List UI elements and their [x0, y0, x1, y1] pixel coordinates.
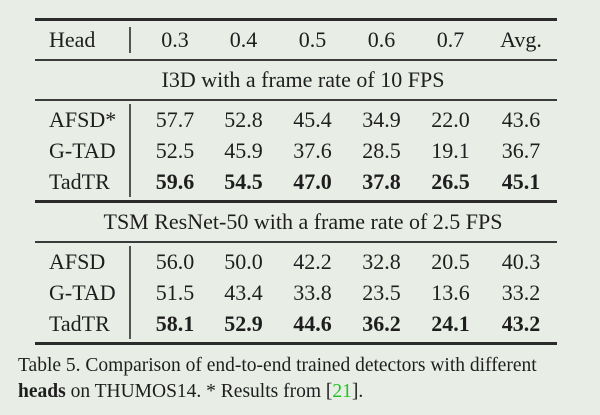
- caption-suffix: ].: [351, 381, 364, 402]
- cell-value-best: 37.8: [362, 169, 401, 194]
- header-iou-0.6: 0.6: [367, 27, 396, 52]
- cell-value: 50.0: [224, 249, 263, 274]
- cell-value: 42.2: [293, 249, 332, 274]
- section-body-tsm: AFSD 56.0 50.0 42.2 32.8 20.5 40.3 G-TAD…: [35, 243, 557, 342]
- cell-value: 36.7: [501, 138, 541, 163]
- cell-value: 34.9: [362, 107, 401, 132]
- caption-bold-word: heads: [18, 381, 66, 402]
- section-rule-i3d: [35, 99, 557, 101]
- row-head: TadTR: [35, 308, 131, 339]
- mid-rule: [35, 200, 557, 203]
- cell-value-best: 52.9: [224, 311, 263, 336]
- cell-value-best: 43.2: [501, 311, 541, 336]
- caption-prefix: Table 5. Comparison of end-to-end traine…: [18, 355, 537, 376]
- header-iou-0.3: 0.3: [161, 27, 189, 52]
- table-row-best: TadTR 59.6 54.5 47.0 37.8 26.5 45.1: [35, 166, 557, 197]
- table-row: AFSD* 57.7 52.8 45.4 34.9 22.0 43.6: [35, 104, 557, 135]
- caption-middle: on THUMOS14. * Results from [: [65, 381, 333, 402]
- cell-value: 40.3: [501, 249, 541, 274]
- row-head: AFSD*: [35, 104, 131, 135]
- citation-link[interactable]: 21: [332, 381, 352, 402]
- cell-value: 43.6: [501, 107, 541, 132]
- cell-value: 20.5: [431, 249, 470, 274]
- table-row: G-TAD 51.5 43.4 33.8 23.5 13.6 33.2: [35, 277, 557, 308]
- cell-value: 22.0: [431, 107, 470, 132]
- cell-value-best: 58.1: [155, 311, 195, 336]
- header-rule: [35, 59, 557, 61]
- cell-value-best: 36.2: [362, 311, 401, 336]
- cell-value: 43.4: [224, 280, 263, 305]
- row-head: G-TAD: [35, 277, 131, 308]
- cell-value: 33.2: [501, 280, 541, 305]
- header-head: Head: [35, 27, 131, 53]
- cell-value-best: 54.5: [224, 169, 263, 194]
- section-title-i3d: I3D with a frame rate of 10 FPS: [161, 67, 445, 92]
- cell-value: 33.8: [293, 280, 332, 305]
- cell-value: 52.8: [224, 107, 263, 132]
- table-row: G-TAD 52.5 45.9 37.6 28.5 19.1 36.7: [35, 135, 557, 166]
- cell-value: 19.1: [431, 138, 470, 163]
- cell-value: 56.0: [155, 249, 195, 274]
- cell-value: 28.5: [362, 138, 401, 163]
- cell-value: 51.5: [155, 280, 195, 305]
- header-iou-0.5: 0.5: [298, 27, 327, 52]
- row-head: TadTR: [35, 166, 131, 197]
- cell-value: 52.5: [155, 138, 195, 163]
- header-iou-0.7: 0.7: [436, 27, 465, 52]
- header-avg: Avg.: [500, 27, 542, 52]
- cell-value-best: 59.6: [155, 169, 195, 194]
- cell-value-best: 44.6: [293, 311, 332, 336]
- header-row: Head 0.3 0.4 0.5 0.6 0.7 Avg.: [35, 21, 557, 59]
- cell-value-best: 47.0: [293, 169, 332, 194]
- results-table: Head 0.3 0.4 0.5 0.6 0.7 Avg. I3D with a…: [35, 18, 557, 345]
- cell-value: 23.5: [362, 280, 401, 305]
- table-row: AFSD 56.0 50.0 42.2 32.8 20.5 40.3: [35, 246, 557, 277]
- cell-value: 45.4: [293, 107, 332, 132]
- row-head: AFSD: [35, 246, 131, 277]
- header-iou-0.4: 0.4: [229, 27, 258, 52]
- section-rule-tsm: [35, 241, 557, 243]
- cell-value-best: 24.1: [431, 311, 470, 336]
- top-rule: [35, 18, 557, 21]
- table-row-best: TadTR 58.1 52.9 44.6 36.2 24.1 43.2: [35, 308, 557, 339]
- section-title-tsm: TSM ResNet-50 with a frame rate of 2.5 F…: [103, 209, 503, 234]
- cell-value: 57.7: [155, 107, 195, 132]
- cell-value: 45.9: [224, 138, 263, 163]
- cell-value-best: 26.5: [431, 169, 470, 194]
- section-body-i3d: AFSD* 57.7 52.8 45.4 34.9 22.0 43.6 G-TA…: [35, 101, 557, 200]
- cell-value: 13.6: [431, 280, 470, 305]
- row-head: G-TAD: [35, 135, 131, 166]
- bottom-rule: [35, 342, 557, 345]
- cell-value: 32.8: [362, 249, 401, 274]
- cell-value-best: 45.1: [501, 169, 541, 194]
- table-caption: Table 5. Comparison of end-to-end traine…: [18, 353, 588, 405]
- cell-value: 37.6: [293, 138, 332, 163]
